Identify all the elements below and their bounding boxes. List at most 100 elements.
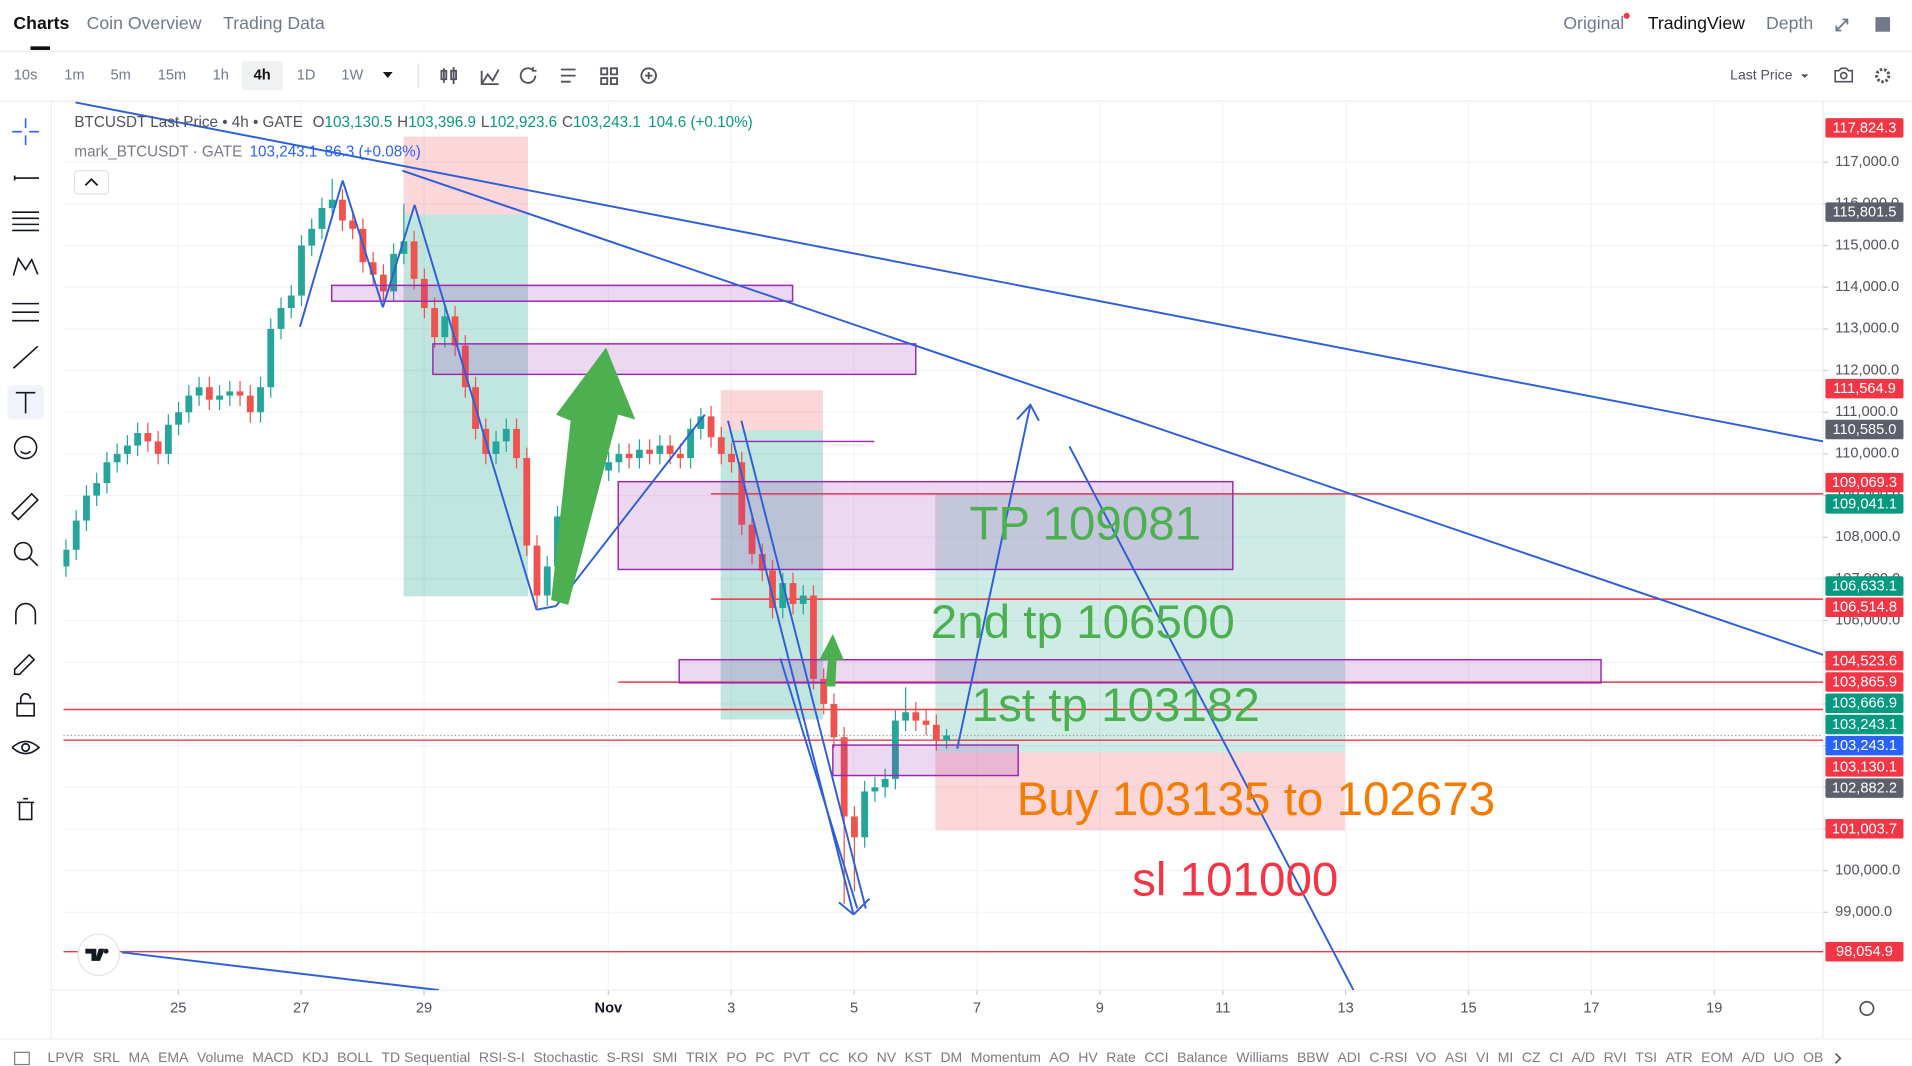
- legend-item: 103,130.5: [325, 114, 393, 131]
- interval-button[interactable]: 1h: [213, 67, 229, 83]
- candle-body: [134, 433, 142, 446]
- drawing-tool[interactable]: [16, 693, 35, 717]
- toolbar-icon[interactable]: [640, 67, 657, 84]
- indicator-button[interactable]: A/D: [1742, 1049, 1765, 1065]
- indicator-button[interactable]: Balance: [1177, 1049, 1228, 1065]
- legend-collapse[interactable]: [73, 170, 110, 195]
- indicator-button[interactable]: LPVR: [48, 1049, 85, 1065]
- legend-item: BTCUSDT Last Price • 4h • GATE: [74, 114, 303, 131]
- indicator-button[interactable]: Williams: [1236, 1049, 1288, 1065]
- indicator-button[interactable]: TRIX: [686, 1049, 719, 1065]
- indicator-button[interactable]: UO: [1774, 1049, 1795, 1065]
- indicator-button[interactable]: ATR: [1666, 1049, 1693, 1065]
- indicator-button[interactable]: CCI: [1144, 1049, 1168, 1065]
- indicator-more[interactable]: [1834, 1052, 1842, 1064]
- indicator-button[interactable]: C-RSI: [1369, 1049, 1407, 1065]
- indicator-icon[interactable]: [14, 1051, 30, 1066]
- indicator-button[interactable]: KDJ: [302, 1049, 328, 1065]
- header-tab[interactable]: Charts: [13, 13, 69, 33]
- indicator-button[interactable]: A/D: [1572, 1049, 1595, 1065]
- toolbar-icon[interactable]: [600, 67, 618, 86]
- indicator-button[interactable]: CC: [819, 1049, 839, 1065]
- indicator-button[interactable]: KO: [848, 1049, 868, 1065]
- indicator-button[interactable]: OB: [1803, 1049, 1823, 1065]
- drawing-tool[interactable]: [13, 653, 36, 676]
- indicator-button[interactable]: ASI: [1445, 1049, 1468, 1065]
- layout-icon[interactable]: [1875, 17, 1891, 32]
- drawing-tool[interactable]: [15, 391, 36, 414]
- drawing-tool[interactable]: [17, 797, 35, 821]
- drawing-tool[interactable]: [13, 175, 40, 181]
- indicator-button[interactable]: RSI-S-I: [479, 1049, 525, 1065]
- axis-settings[interactable]: [1859, 1000, 1875, 1016]
- interval-button[interactable]: 15m: [158, 67, 186, 83]
- drawing-tool[interactable]: [12, 302, 40, 322]
- price-source[interactable]: Last Price: [1730, 66, 1793, 82]
- drawing-tool[interactable]: [12, 211, 40, 232]
- view-tab[interactable]: Depth: [1766, 13, 1813, 33]
- indicator-button[interactable]: VI: [1476, 1049, 1489, 1065]
- indicator-button[interactable]: EMA: [158, 1049, 189, 1065]
- indicator-button[interactable]: HV: [1078, 1049, 1098, 1065]
- indicator-button[interactable]: MI: [1498, 1049, 1514, 1065]
- indicator-button[interactable]: PVT: [783, 1049, 811, 1065]
- indicator-button[interactable]: EOM: [1701, 1049, 1733, 1065]
- indicator-button[interactable]: TD Sequential: [381, 1049, 470, 1065]
- interval-dropdown[interactable]: [382, 71, 393, 79]
- interval-button[interactable]: 5m: [111, 67, 131, 83]
- indicator-button[interactable]: SRL: [93, 1049, 120, 1065]
- indicator-button[interactable]: PC: [755, 1049, 774, 1065]
- interval-button[interactable]: 10s: [14, 67, 38, 83]
- indicator-button[interactable]: Momentum: [971, 1049, 1041, 1065]
- indicator-button[interactable]: NV: [877, 1049, 897, 1065]
- indicator-button[interactable]: BOLL: [337, 1049, 373, 1065]
- view-tab[interactable]: TradingView: [1648, 13, 1745, 33]
- drawing-tool[interactable]: [12, 118, 40, 146]
- indicator-button[interactable]: Rate: [1106, 1049, 1136, 1065]
- interval-button[interactable]: 1D: [297, 67, 316, 83]
- drawing-tool[interactable]: [12, 345, 39, 369]
- trend-line: [402, 169, 1823, 656]
- legend-item: O: [313, 114, 325, 131]
- indicator-button[interactable]: SMI: [652, 1049, 677, 1065]
- price-source-caret[interactable]: [1801, 74, 1809, 79]
- drawing-tool[interactable]: [15, 602, 37, 625]
- indicator-button[interactable]: VO: [1416, 1049, 1436, 1065]
- drawing-tool[interactable]: [12, 256, 39, 276]
- drawing-tool[interactable]: [13, 435, 38, 460]
- indicator-button[interactable]: MACD: [252, 1049, 293, 1065]
- interval-button[interactable]: 1m: [64, 67, 84, 83]
- indicator-button[interactable]: Volume: [197, 1049, 244, 1065]
- header-tab[interactable]: Trading Data: [223, 13, 325, 33]
- drawing-tool[interactable]: [11, 740, 41, 755]
- collapse-caret[interactable]: [84, 178, 99, 186]
- indicator-button[interactable]: AO: [1049, 1049, 1069, 1065]
- interval-button[interactable]: 1W: [341, 67, 363, 83]
- view-tab[interactable]: Original: [1563, 13, 1624, 33]
- interval-button[interactable]: 4h: [254, 67, 271, 83]
- drawing-tool[interactable]: [11, 492, 39, 521]
- indicator-button[interactable]: ADI: [1337, 1049, 1360, 1065]
- indicator-button[interactable]: CZ: [1522, 1049, 1541, 1065]
- snapshot-icon[interactable]: [1834, 67, 1854, 83]
- toolbar-icon[interactable]: [440, 67, 457, 85]
- fullscreen-icon[interactable]: [1835, 18, 1849, 32]
- indicator-button[interactable]: Stochastic: [533, 1049, 598, 1065]
- header-tab[interactable]: Coin Overview: [87, 13, 202, 33]
- x-tick-label: 7: [973, 1000, 981, 1016]
- indicator-button[interactable]: KST: [905, 1049, 933, 1065]
- indicator-button[interactable]: DM: [940, 1049, 962, 1065]
- indicator-button[interactable]: PO: [726, 1049, 746, 1065]
- indicator-button[interactable]: S-RSI: [607, 1049, 644, 1065]
- toolbar-icon[interactable]: [480, 69, 500, 86]
- indicator-button[interactable]: TSI: [1635, 1049, 1657, 1065]
- drawing-tool[interactable]: [13, 541, 39, 567]
- indicator-button[interactable]: BBW: [1297, 1049, 1330, 1065]
- toolbar-icon[interactable]: [519, 67, 537, 84]
- indicator-button[interactable]: CI: [1549, 1049, 1563, 1065]
- indicator-button[interactable]: RVI: [1604, 1049, 1627, 1065]
- toolbar-icon[interactable]: [560, 68, 576, 83]
- price-tag: [1825, 202, 1904, 222]
- indicator-button[interactable]: MA: [129, 1049, 151, 1065]
- candle-body: [646, 449, 654, 454]
